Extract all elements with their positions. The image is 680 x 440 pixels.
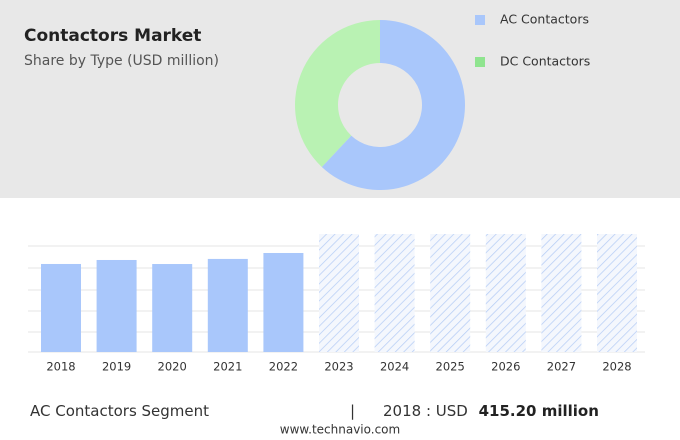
bar — [41, 263, 81, 352]
x-tick-label: 2020 — [158, 360, 187, 374]
forecast-bar — [485, 234, 526, 352]
year-label: 2018 : USD — [383, 402, 468, 420]
forecast-bar — [597, 234, 637, 352]
forecast-bar — [374, 234, 415, 352]
x-tick-label: 2019 — [102, 360, 131, 374]
title: Contactors Market — [24, 26, 201, 46]
value-text: 415.20 million — [479, 402, 599, 420]
donut-slice — [295, 20, 380, 167]
x-tick-label: 2023 — [324, 360, 353, 374]
legend-label: DC Contactors — [500, 54, 590, 69]
x-tick-label: 2024 — [380, 360, 409, 374]
x-tick-label: 2021 — [213, 360, 242, 374]
legend-label: AC Contactors — [500, 12, 589, 27]
segment: AC Contactors Segment — [30, 402, 209, 420]
bar — [152, 264, 193, 352]
x-tick-label: 2027 — [547, 360, 576, 374]
x-tick-label: 2026 — [491, 360, 520, 374]
source: www.technavio.com — [280, 423, 400, 437]
x-tick-label: 2018 — [46, 360, 75, 374]
forecast-bar — [319, 234, 359, 352]
bar — [263, 252, 304, 352]
legend-swatch — [475, 15, 485, 25]
x-tick-label: 2025 — [436, 360, 465, 374]
forecast-bar — [541, 234, 582, 352]
bar — [207, 258, 248, 352]
bar — [96, 259, 137, 352]
x-tick-label: 2028 — [602, 360, 631, 374]
footer-line: AC Contactors Segment | 2018 : USD 415.2… — [30, 402, 599, 420]
x-tick-label: 2022 — [269, 360, 298, 374]
donut-slice — [321, 20, 466, 190]
separator: | — [350, 402, 355, 420]
legend-swatch — [475, 57, 485, 67]
forecast-bar — [430, 234, 471, 352]
subtitle: Share by Type (USD million) — [24, 53, 219, 69]
